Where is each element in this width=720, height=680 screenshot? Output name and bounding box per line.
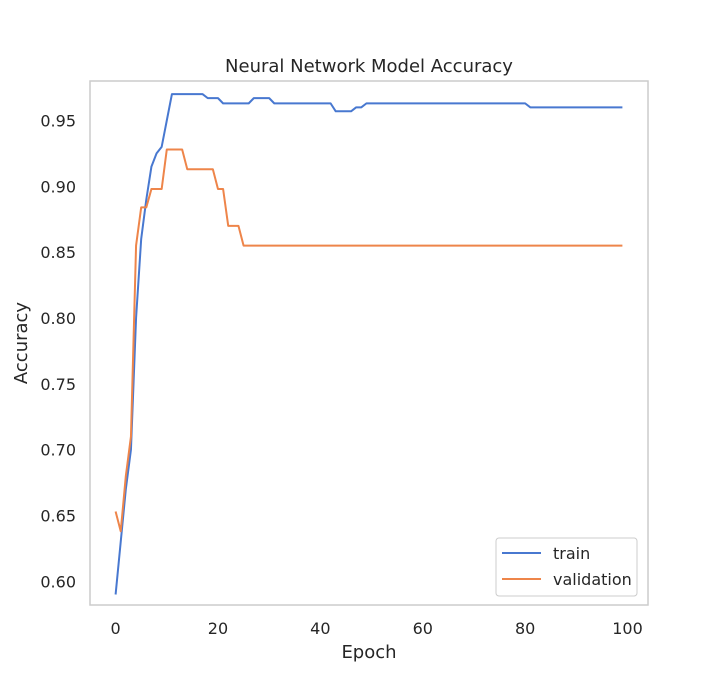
x-axis-ticks: 0 20 40 60 80 100 [111,619,643,638]
series-line-train [114,93,623,595]
y-tick-label: 0.95 [40,111,76,130]
x-axis-label: Epoch [341,642,396,663]
y-tick-label: 0.65 [40,506,76,525]
x-tick-label: 80 [515,619,535,638]
y-tick-label: 0.70 [40,441,76,460]
x-tick-label: 60 [413,619,433,638]
x-tick-label: 40 [310,619,330,638]
chart-title: Neural Network Model Accuracy [225,56,513,77]
legend-label-train: train [553,544,590,563]
x-tick-label: 0 [111,619,121,638]
plot-area [89,80,649,606]
y-axis-label: Accuracy [11,302,32,385]
x-tick-label: 100 [612,619,643,638]
legend-label-validation: validation [553,570,632,589]
y-axis-ticks: 0.60 0.65 0.70 0.75 0.80 0.85 0.90 0.95 [40,111,76,591]
y-tick-label: 0.75 [40,375,76,394]
plot-frame [89,80,649,606]
y-tick-label: 0.85 [40,243,76,262]
y-tick-label: 0.60 [40,572,76,591]
series-line-validation [114,148,623,533]
y-tick-label: 0.80 [40,309,76,328]
legend: train validation [495,537,638,597]
x-tick-label: 20 [208,619,228,638]
y-tick-label: 0.90 [40,177,76,196]
